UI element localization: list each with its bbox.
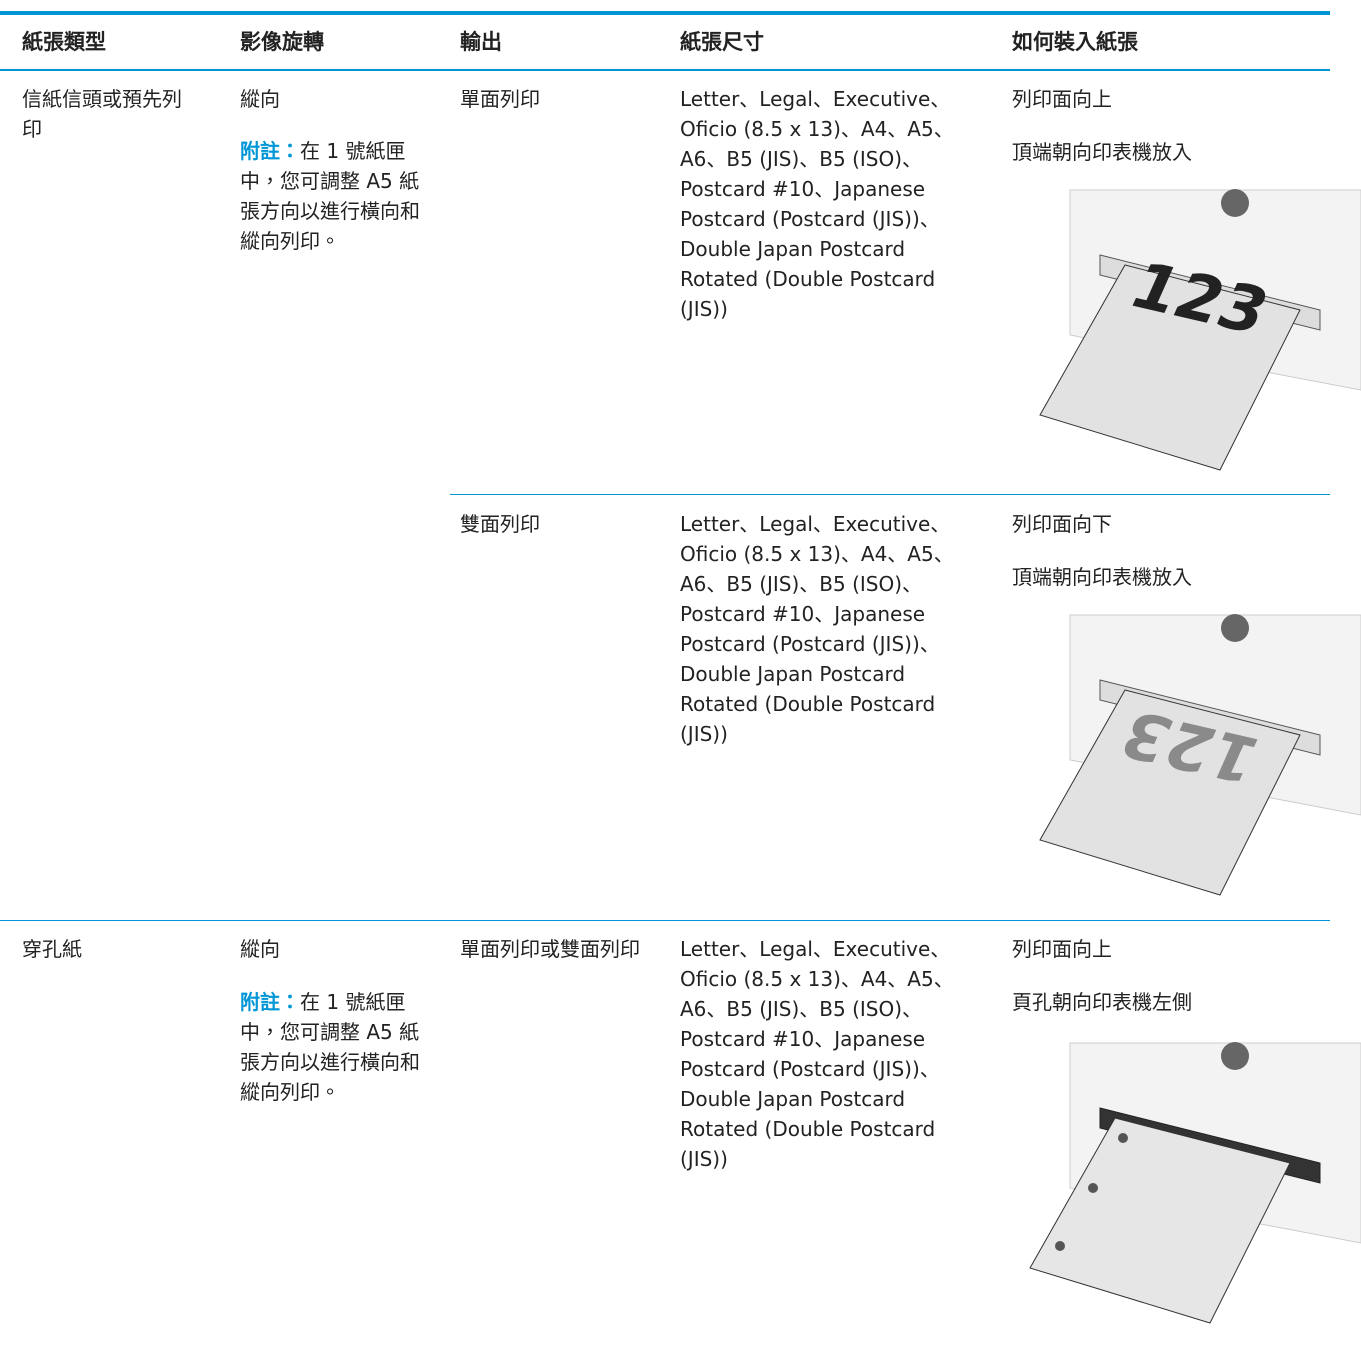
top-rule <box>0 11 1330 15</box>
note-text: 在 1 號紙匣中，您可調整 A5 紙張方向以進行橫向和縱向列印。 <box>240 990 420 1104</box>
note-label: 附註： <box>240 139 300 163</box>
sizes: Letter、Legal、Executive、Oficio (8.5 x 13)… <box>680 937 954 1171</box>
header-cell: 紙張類型 <box>22 30 106 54</box>
loading: 列印面向上 <box>1012 937 1112 961</box>
paper-type: 信紙信頭或預先列印 <box>22 87 182 141</box>
note-label: 附註： <box>240 990 300 1014</box>
printer-illustration: 123 <box>1039 614 1361 896</box>
sizes: Letter、Legal、Executive、Oficio (8.5 x 13)… <box>680 87 954 321</box>
loading: 頂端朝向印表機放入 <box>1012 140 1192 164</box>
header-cell: 影像旋轉 <box>240 30 324 54</box>
header-cell: 如何裝入紙張 <box>1012 30 1138 54</box>
note: 附註：在 1 號紙匣中，您可調整 A5 紙張方向以進行橫向和縱向列印。 <box>240 136 435 256</box>
loading: 頂端朝向印表機放入 <box>1012 565 1192 589</box>
loading: 頁孔朝向印表機左側 <box>1012 990 1192 1014</box>
printer-illustration <box>1029 1042 1361 1324</box>
output: 雙面列印 <box>460 512 540 536</box>
row-rule <box>0 920 1330 921</box>
note: 附註：在 1 號紙匣中，您可調整 A5 紙張方向以進行橫向和縱向列印。 <box>240 987 435 1107</box>
header-cell: 輸出 <box>460 30 502 54</box>
output: 單面列印或雙面列印 <box>460 937 640 961</box>
rotation: 縱向 <box>240 937 280 961</box>
loading: 列印面向上 <box>1012 87 1112 111</box>
sizes: Letter、Legal、Executive、Oficio (8.5 x 13)… <box>680 512 954 746</box>
loading: 列印面向下 <box>1012 512 1112 536</box>
rotation: 縱向 <box>240 87 280 111</box>
output: 單面列印 <box>460 87 540 111</box>
printer-illustration: 123 <box>1039 189 1361 471</box>
note-text: 在 1 號紙匣中，您可調整 A5 紙張方向以進行橫向和縱向列印。 <box>240 139 420 253</box>
header-rule <box>0 69 1330 71</box>
row-rule <box>450 494 1330 495</box>
header-cell: 紙張尺寸 <box>680 30 764 54</box>
paper-type: 穿孔紙 <box>22 937 82 961</box>
